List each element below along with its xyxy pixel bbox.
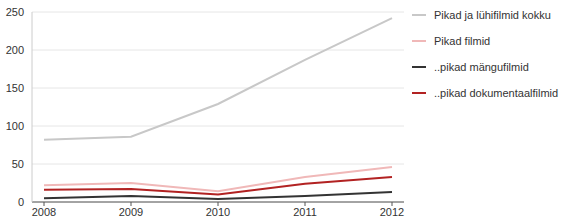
svg-text:50: 50 — [12, 158, 24, 170]
html-text:..pikad mängufilmid: ..pikad mängufilmid — [434, 61, 529, 73]
svg-text:2009: 2009 — [119, 206, 143, 218]
svg-text:200: 200 — [8, 44, 24, 56]
html-text:Pikad filmid: Pikad filmid — [434, 35, 491, 47]
svg-text:250: 250 — [8, 6, 24, 18]
svg-text:2008: 2008 — [32, 206, 56, 218]
svg-text:2011: 2011 — [293, 206, 317, 218]
svg-text:2010: 2010 — [206, 206, 230, 218]
svg-text:0: 0 — [18, 196, 24, 208]
html-text:Pikad ja lühifilmid kokku: Pikad ja lühifilmid kokku — [434, 9, 551, 21]
svg-text:2012: 2012 — [380, 206, 404, 218]
html-text:..pikad dokumentaalfilmid: ..pikad dokumentaalfilmid — [434, 87, 559, 99]
svg-text:150: 150 — [8, 82, 24, 94]
svg-text:100: 100 — [8, 120, 24, 132]
